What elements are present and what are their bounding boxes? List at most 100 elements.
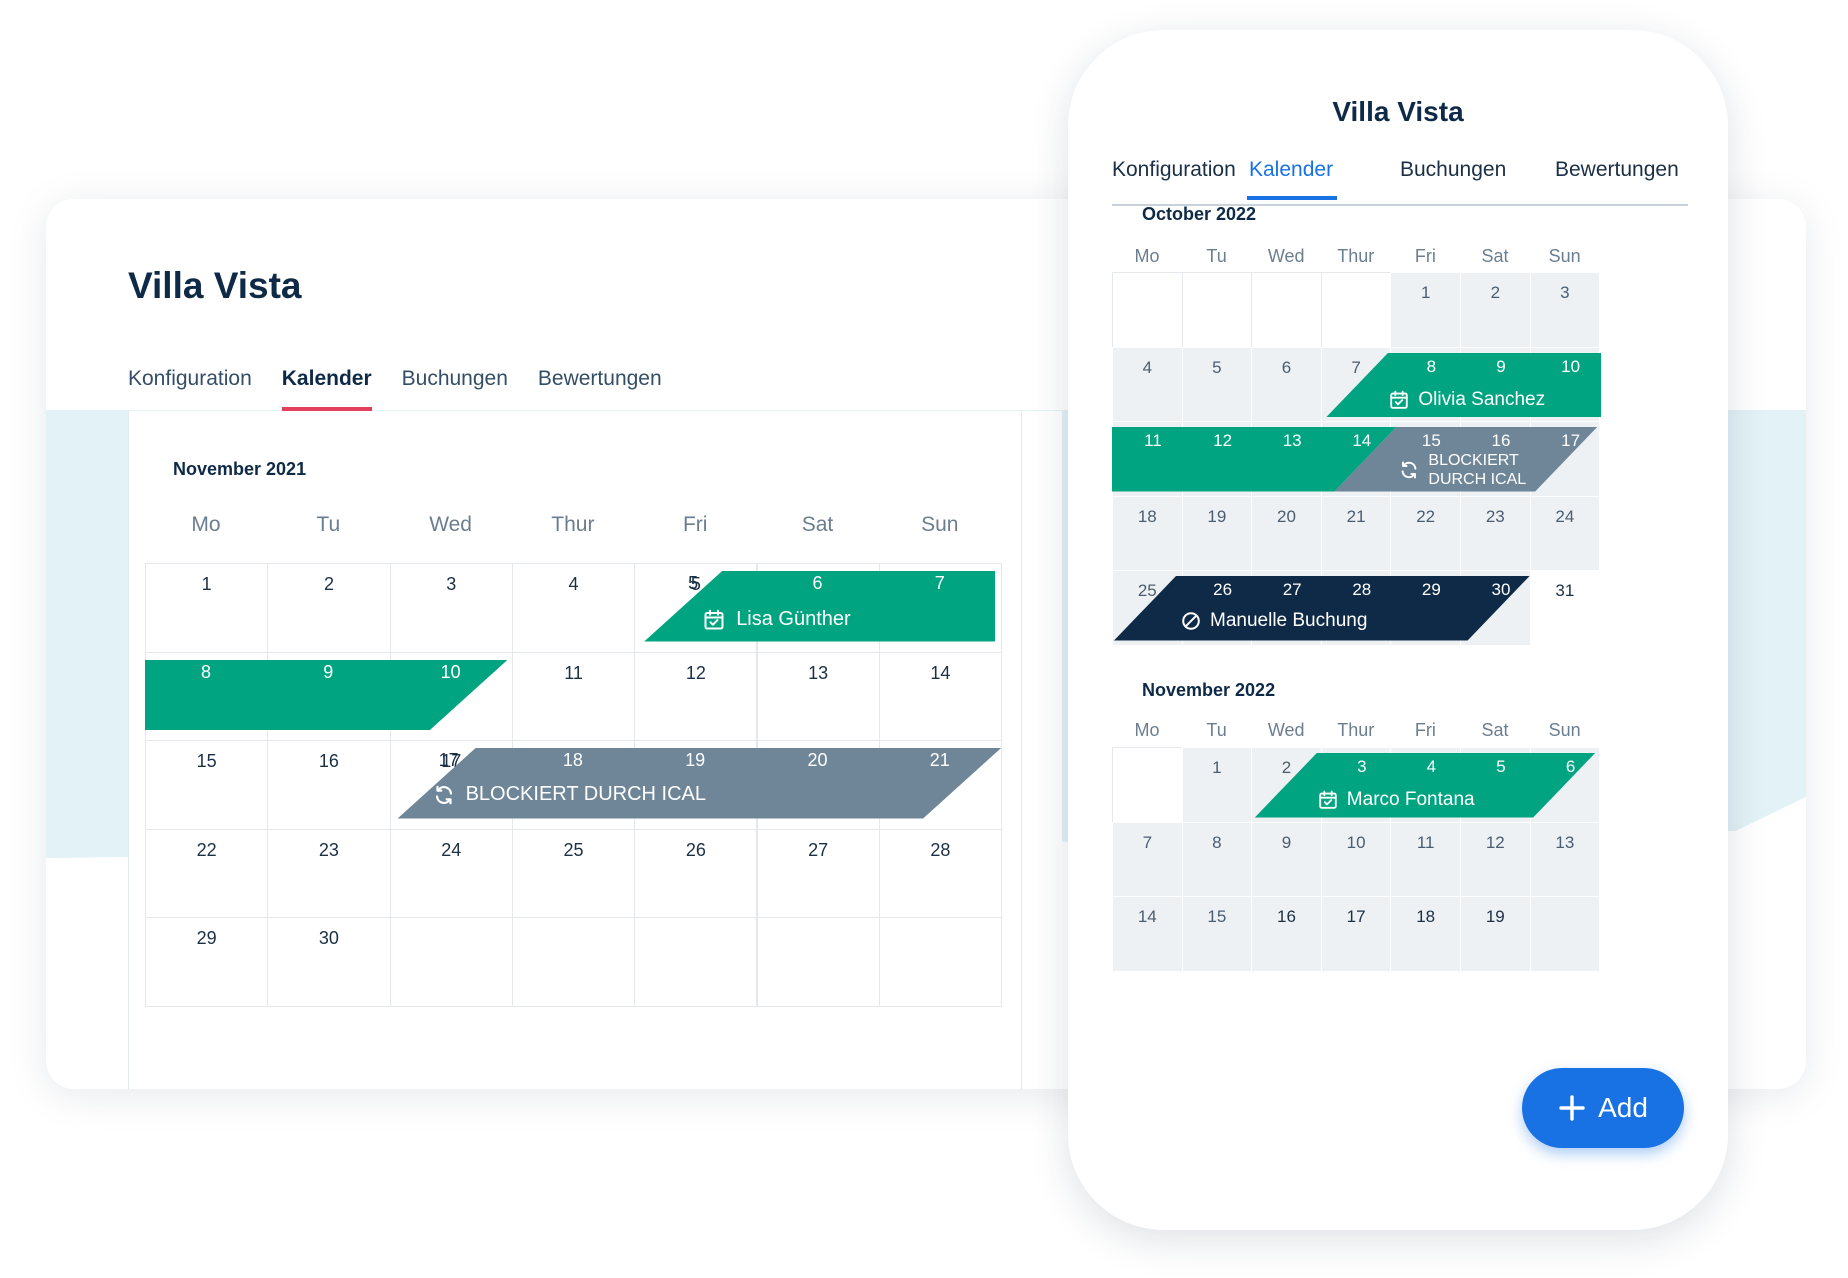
calendar-day-cell[interactable]: 21: [1320, 495, 1392, 571]
day-number: 16: [318, 751, 339, 771]
day-number: 19: [685, 750, 706, 770]
calendar-day-cell[interactable]: 8: [1181, 821, 1253, 897]
sync-icon: [435, 785, 452, 804]
calendar-day-cell[interactable]: 19: [1460, 896, 1531, 972]
mobile-tab-bewertungen[interactable]: Bewertungen: [1555, 158, 1679, 181]
calendar-day-cell[interactable]: 9: [1251, 821, 1322, 897]
event-label: Manuelle Buchung: [1180, 610, 1367, 632]
calendar-day-cell[interactable]: 4: [511, 563, 636, 653]
calendar-day-cell[interactable]: 12: [1460, 821, 1531, 897]
desktop-tabs: Konfiguration Kalender Buchungen Bewertu…: [128, 367, 692, 411]
calendar-day-cell[interactable]: 3: [389, 563, 513, 653]
event-bar-manual[interactable]: [1114, 576, 1530, 641]
calendar-day-cell[interactable]: 2: [267, 563, 391, 653]
calendar-day-cell[interactable]: 19: [1181, 495, 1253, 571]
calendar-day-cell[interactable]: 12: [634, 651, 758, 741]
calendar-day-cell[interactable]: 30: [267, 917, 391, 1007]
calendar-day-cell[interactable]: 7: [1112, 821, 1183, 897]
day-number: 4: [568, 574, 579, 594]
calendar-day-cell[interactable]: [1320, 272, 1392, 348]
calendar-day-cell[interactable]: [634, 917, 758, 1007]
event-label-text: Marco Fontana: [1346, 789, 1475, 810]
event-label-text: Lisa Günther: [736, 608, 851, 630]
calendar-day-cell[interactable]: 23: [267, 828, 391, 918]
calendar-day-cell[interactable]: 24: [1529, 495, 1601, 571]
day-number: 22: [196, 839, 217, 860]
calendar-day-cell[interactable]: [756, 917, 880, 1007]
add-button[interactable]: Add: [1522, 1068, 1684, 1148]
calendar-day-cell[interactable]: [878, 917, 1003, 1007]
calendar-day-cell[interactable]: 16: [267, 740, 391, 830]
day-number: 1: [201, 574, 212, 594]
day-number: 27: [1282, 580, 1302, 599]
calendar-day-cell[interactable]: 20: [1251, 495, 1322, 571]
tab-konfiguration[interactable]: Konfiguration: [128, 367, 252, 390]
calendar-day-cell[interactable]: 31: [1529, 570, 1601, 646]
calendar-day-cell[interactable]: [1112, 747, 1183, 823]
tab-bewertungen[interactable]: Bewertungen: [537, 367, 662, 390]
calendar-day-cell[interactable]: 1: [1181, 747, 1253, 823]
day-number: 2: [1490, 283, 1501, 302]
calendar-day-cell[interactable]: [1181, 272, 1253, 348]
calendar-day-cell[interactable]: 15: [145, 740, 269, 830]
weekday-label: Mo: [191, 513, 221, 536]
calendar-day-cell[interactable]: 23: [1460, 495, 1531, 571]
mobile-tab-konfiguration[interactable]: Konfiguration: [1112, 158, 1236, 181]
calendar-day-cell[interactable]: 22: [145, 828, 269, 918]
event-bar-ical-block[interactable]: [397, 748, 1002, 819]
calendar-day-cell[interactable]: 22: [1390, 495, 1461, 571]
calendar-day-cell[interactable]: 11: [1390, 821, 1461, 897]
calendar-day-cell[interactable]: 11: [511, 651, 636, 741]
month-title: November 2021: [173, 459, 307, 479]
blocked-icon: [1182, 612, 1200, 630]
day-number: 11: [1144, 431, 1162, 450]
calendar-day-cell[interactable]: 18: [1112, 495, 1183, 571]
calendar-day-cell[interactable]: 24: [389, 828, 513, 918]
calendar-day-cell[interactable]: [511, 917, 636, 1007]
mobile-tab-kalender[interactable]: Kalender: [1247, 158, 1338, 200]
sync-icon: [1401, 461, 1417, 479]
calendar-day-cell[interactable]: [1251, 272, 1322, 348]
calendar-day-cell[interactable]: 5: [1181, 346, 1253, 422]
day-number: 13: [808, 662, 829, 683]
calendar-day-cell[interactable]: 1: [1390, 272, 1461, 348]
day-number: 1: [1420, 283, 1431, 302]
calendar-day-cell[interactable]: 15: [1181, 896, 1253, 972]
weekday-label: Thur: [1337, 246, 1375, 266]
calendar-day-cell[interactable]: 13: [756, 651, 880, 741]
calendar-day-cell[interactable]: 3: [1529, 272, 1601, 348]
calendar-day-cell[interactable]: 14: [1112, 896, 1183, 972]
tab-buchungen[interactable]: Buchungen: [401, 367, 508, 390]
calendar-day-cell[interactable]: 4: [1112, 346, 1183, 422]
calendar-day-cell[interactable]: 28: [878, 828, 1003, 918]
day-number: 2: [323, 574, 334, 594]
day-number: 12: [685, 662, 706, 683]
day-number: 3: [1560, 283, 1570, 302]
mobile-tab-buchungen[interactable]: Buchungen: [1400, 158, 1507, 181]
calendar-day-cell[interactable]: [389, 917, 513, 1007]
event-bar-booking[interactable]: [1254, 753, 1596, 818]
calendar-day-cell[interactable]: 13: [1529, 821, 1601, 897]
event-label-line: BLOCKIERT: [1428, 452, 1519, 469]
calendar-day-cell[interactable]: 18: [1390, 896, 1461, 972]
day-number: 15: [196, 751, 217, 771]
day-number: 23: [318, 839, 339, 860]
calendar-day-cell[interactable]: 16: [1251, 896, 1322, 972]
tab-kalender[interactable]: Kalender: [281, 367, 372, 411]
calendar-day-cell[interactable]: 10: [1320, 821, 1392, 897]
event-label-text: Manuelle Buchung: [1210, 610, 1368, 631]
calendar-day-cell[interactable]: 14: [878, 651, 1003, 741]
calendar-day-cell[interactable]: 27: [756, 828, 880, 918]
day-number: 27: [808, 839, 829, 860]
calendar-day-cell[interactable]: 17: [1320, 896, 1392, 972]
day-number: 12: [1485, 832, 1505, 852]
day-number: 18: [562, 750, 583, 770]
calendar-day-cell[interactable]: 25: [511, 828, 636, 918]
calendar-day-cell[interactable]: 29: [145, 917, 269, 1007]
calendar-day-cell[interactable]: 1: [145, 563, 269, 653]
calendar-day-cell[interactable]: 2: [1460, 272, 1531, 348]
calendar-day-cell[interactable]: [1529, 896, 1601, 972]
calendar-day-cell[interactable]: [1112, 272, 1183, 348]
calendar-day-cell[interactable]: 26: [634, 828, 758, 918]
calendar-day-cell[interactable]: 6: [1251, 346, 1322, 422]
